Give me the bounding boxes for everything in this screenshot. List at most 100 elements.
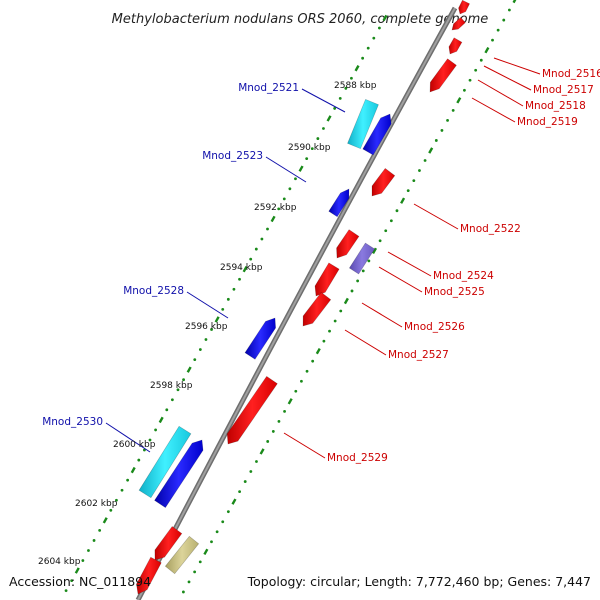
minor-tick xyxy=(64,589,68,593)
gene-mnod-2522[interactable] xyxy=(371,167,396,197)
major-tick xyxy=(512,0,517,4)
kbp-tick-label: 2588 kbp xyxy=(334,81,377,91)
minor-tick xyxy=(266,227,269,231)
mnod-2528-leader xyxy=(186,291,229,319)
minor-tick xyxy=(126,478,130,482)
minor-tick xyxy=(418,169,421,172)
minor-tick xyxy=(283,409,286,413)
mnod-2518-leader xyxy=(477,79,524,107)
minor-tick xyxy=(350,289,354,293)
minor-tick xyxy=(502,18,506,22)
gene-mnod-2524[interactable] xyxy=(336,229,360,259)
minor-tick xyxy=(210,328,213,331)
mnod-2523-label[interactable]: Mnod_2523 xyxy=(202,150,263,162)
gene-mnod-2522-fwd[interactable] xyxy=(362,113,392,156)
minor-tick xyxy=(215,530,219,534)
mnod-2516-label[interactable]: Mnod_2516 xyxy=(542,68,600,80)
minor-tick xyxy=(243,480,247,483)
minor-tick xyxy=(305,157,309,161)
minor-tick xyxy=(440,129,444,132)
minor-tick xyxy=(198,560,202,564)
mnod-2527-label[interactable]: Mnod_2527 xyxy=(388,349,449,361)
minor-tick xyxy=(198,348,202,351)
accession-text: Accession: NC_011894 xyxy=(9,574,151,589)
gene-mnod-2516[interactable] xyxy=(458,0,470,15)
minor-tick xyxy=(181,590,185,594)
gene-mnod-2521[interactable] xyxy=(347,98,379,150)
gene-mnod-2519[interactable] xyxy=(429,58,457,93)
major-tick xyxy=(158,416,164,424)
kbp-tick-label: 2592 kbp xyxy=(254,203,297,213)
gene-mnod-2527[interactable] xyxy=(302,291,332,327)
kbp-tick-label: 2596 kbp xyxy=(185,322,228,332)
gene-mnod-2533[interactable] xyxy=(136,556,162,595)
minor-tick xyxy=(322,127,325,130)
mnod-2529-label[interactable]: Mnod_2529 xyxy=(327,452,388,464)
mnod-2524-label[interactable]: Mnod_2524 xyxy=(433,270,494,282)
gene-mnod-2528[interactable] xyxy=(244,317,276,360)
minor-tick xyxy=(378,239,382,243)
minor-tick xyxy=(294,389,298,393)
minor-tick xyxy=(344,86,348,90)
gene-mnod-2525[interactable] xyxy=(348,242,376,275)
minor-tick xyxy=(350,76,353,80)
mnod-2530-leader xyxy=(105,422,151,453)
mnod-2518-label[interactable]: Mnod_2518 xyxy=(525,100,586,112)
major-tick xyxy=(298,165,304,172)
gene-mnod-2526[interactable] xyxy=(314,262,340,297)
major-tick xyxy=(456,97,462,104)
gene-mnod-2518[interactable] xyxy=(448,37,463,55)
minor-tick xyxy=(70,579,74,583)
mnod-2519-label[interactable]: Mnod_2519 xyxy=(517,116,578,128)
kbp-tick-label: 2594 kbp xyxy=(220,263,263,273)
kbp-tick-labels: 2588 kbp 2590 kbp 2592 kbp 2594 kbp 2596 kbp… xyxy=(38,81,377,567)
gene-mnod-2530[interactable] xyxy=(138,425,192,499)
minor-tick xyxy=(389,219,393,223)
mnod-2528-label[interactable]: Mnod_2528 xyxy=(123,285,184,297)
gene-mnod-2532[interactable] xyxy=(164,535,200,575)
minor-tick xyxy=(507,8,511,12)
mnod-2516-leader xyxy=(493,57,541,75)
minor-tick xyxy=(463,88,466,92)
minor-tick xyxy=(193,358,197,362)
mnod-2530-label[interactable]: Mnod_2530 xyxy=(42,416,103,428)
gene-mnod-2529[interactable] xyxy=(226,375,278,445)
minor-tick xyxy=(238,490,241,494)
tick-track-inner xyxy=(64,14,388,593)
major-tick xyxy=(343,297,349,305)
minor-tick xyxy=(378,26,381,30)
major-tick xyxy=(203,548,209,556)
minor-tick xyxy=(176,388,180,392)
mnod-2522-label[interactable]: Mnod_2522 xyxy=(460,223,521,235)
mnod-2521-label[interactable]: Mnod_2521 xyxy=(238,82,299,94)
mnod-2517-label[interactable]: Mnod_2517 xyxy=(533,84,594,96)
minor-tick xyxy=(384,229,388,233)
minor-tick xyxy=(271,430,275,433)
minor-tick xyxy=(294,177,297,181)
minor-tick xyxy=(328,329,331,333)
mnod-2526-label[interactable]: Mnod_2526 xyxy=(404,321,465,333)
major-tick xyxy=(315,347,321,355)
major-tick xyxy=(354,65,360,72)
gene-mnod-2517[interactable] xyxy=(451,16,466,31)
minor-tick xyxy=(109,508,113,512)
minor-tick xyxy=(170,398,174,402)
minor-tick xyxy=(165,408,169,412)
minor-tick xyxy=(316,137,320,140)
gene-mnod-2530b[interactable] xyxy=(154,439,204,508)
minor-tick xyxy=(232,287,236,291)
mnod-2525-leader xyxy=(378,266,423,293)
mnod-2525-label[interactable]: Mnod_2525 xyxy=(424,286,485,298)
minor-tick xyxy=(210,540,213,544)
major-tick xyxy=(484,46,490,54)
gene-mnod-2523[interactable] xyxy=(328,188,350,218)
minor-tick xyxy=(322,339,326,343)
kbp-tick-label: 2600 kbp xyxy=(113,440,156,450)
major-tick xyxy=(74,567,80,574)
gene-labels: Mnod_2521 Mnod_2523 Mnod_2528 Mnod_2530 Mnod… xyxy=(42,57,600,464)
major-tick xyxy=(214,316,220,323)
tick-tracks xyxy=(64,0,517,594)
gene-mnod-2531[interactable] xyxy=(154,526,183,561)
